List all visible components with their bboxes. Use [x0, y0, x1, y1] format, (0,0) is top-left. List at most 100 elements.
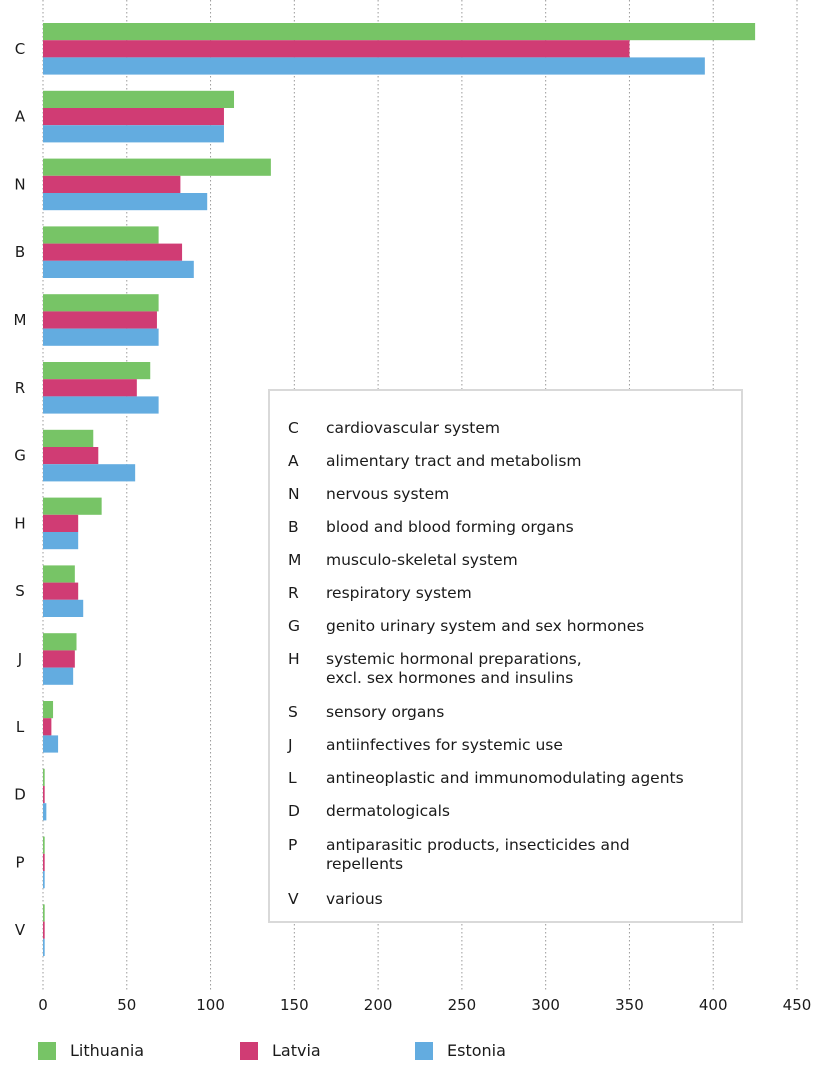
- legend-code: N: [288, 485, 300, 503]
- bar-latvia-D: [43, 786, 45, 804]
- category-label: D: [14, 786, 26, 804]
- legend-code: P: [288, 836, 298, 854]
- bar-lithuania-G: [43, 429, 94, 447]
- bar-lithuania-P: [43, 836, 45, 854]
- bar-estonia-M: [43, 328, 159, 346]
- legend-code: M: [288, 551, 302, 569]
- legend-series-name: Estonia: [447, 1041, 506, 1060]
- bar-latvia-B: [43, 243, 183, 261]
- category-label: V: [15, 921, 26, 939]
- bar-estonia-N: [43, 193, 208, 211]
- legend-description: respiratory system: [326, 584, 472, 602]
- x-tick-label: 100: [196, 996, 225, 1014]
- bar-lithuania-A: [43, 90, 235, 108]
- bar-estonia-S: [43, 599, 84, 617]
- bar-estonia-D: [43, 803, 47, 821]
- legend-code: D: [288, 802, 300, 820]
- legend-code: L: [288, 769, 297, 787]
- bar-lithuania-J: [43, 633, 77, 651]
- bar-estonia-C: [43, 57, 705, 75]
- legend-code: H: [288, 650, 300, 668]
- x-tick-label: 450: [783, 996, 812, 1014]
- legend-description: blood and blood forming organs: [326, 518, 574, 536]
- category-label: L: [16, 718, 25, 736]
- legend-code: R: [288, 584, 299, 602]
- bar-lithuania-B: [43, 226, 159, 244]
- legend-description: alimentary tract and metabolism: [326, 452, 582, 470]
- legend-swatch: [415, 1042, 433, 1060]
- category-label: N: [14, 175, 25, 193]
- category-label: J: [17, 650, 22, 668]
- bar-lithuania-S: [43, 565, 75, 583]
- x-tick-label: 350: [615, 996, 644, 1014]
- x-tick-label: 400: [699, 996, 728, 1014]
- legend-code: V: [288, 890, 299, 908]
- bar-estonia-R: [43, 396, 159, 414]
- legend-code: G: [288, 617, 301, 635]
- bar-latvia-M: [43, 311, 157, 329]
- legend-description: systemic hormonal preparations, excl. se…: [326, 650, 582, 687]
- legend-code: C: [288, 419, 299, 437]
- bar-estonia-V: [43, 938, 45, 956]
- bar-latvia-L: [43, 718, 52, 736]
- bar-estonia-B: [43, 260, 194, 278]
- bar-latvia-N: [43, 175, 181, 193]
- bar-lithuania-V: [43, 904, 45, 922]
- x-tick-label: 250: [448, 996, 477, 1014]
- bar-latvia-S: [43, 582, 79, 600]
- bar-estonia-A: [43, 125, 224, 143]
- bar-latvia-H: [43, 514, 79, 532]
- legend-description: genito urinary system and sex hormones: [326, 617, 645, 635]
- bar-estonia-L: [43, 735, 59, 753]
- legend-description: cardiovascular system: [326, 419, 500, 437]
- bar-estonia-P: [43, 871, 45, 889]
- bar-latvia-A: [43, 108, 224, 126]
- legend-description: antiinfectives for systemic use: [326, 736, 563, 754]
- legend-code: S: [288, 703, 298, 721]
- bars: [43, 23, 756, 956]
- category-label: A: [15, 108, 26, 126]
- bar-latvia-G: [43, 447, 99, 465]
- x-tick-label: 300: [531, 996, 560, 1014]
- category-labels: C A N B M R G H S J L D P V: [14, 40, 27, 939]
- x-tick-label: 0: [38, 996, 48, 1014]
- bar-estonia-J: [43, 667, 74, 685]
- legend-code: A: [288, 452, 299, 470]
- legend-series-name: Lithuania: [70, 1041, 145, 1060]
- category-label: S: [15, 582, 25, 600]
- bar-lithuania-C: [43, 23, 756, 41]
- legend-code: B: [288, 518, 299, 536]
- x-tick-label: 200: [364, 996, 393, 1014]
- legend-description: antineoplastic and immunomodulating agen…: [326, 769, 684, 787]
- bar-latvia-C: [43, 40, 630, 58]
- legend-swatch: [240, 1042, 258, 1060]
- bar-latvia-R: [43, 379, 137, 397]
- category-label: H: [14, 514, 25, 532]
- bar-lithuania-L: [43, 701, 54, 719]
- bar-lithuania-M: [43, 294, 159, 312]
- legend-description: nervous system: [326, 485, 450, 503]
- legend-description: antiparasitic products, insecticides and…: [326, 836, 630, 873]
- bar-lithuania-R: [43, 362, 151, 380]
- bar-estonia-H: [43, 532, 79, 550]
- bar-estonia-G: [43, 464, 136, 482]
- category-label: G: [14, 447, 26, 465]
- legend-swatch: [38, 1042, 56, 1060]
- x-tick-label: 50: [117, 996, 136, 1014]
- legend-description: sensory organs: [326, 703, 445, 721]
- category-label: R: [15, 379, 25, 397]
- bar-lithuania-D: [43, 768, 45, 786]
- bar-lithuania-H: [43, 497, 102, 515]
- legend-description: dermatologicals: [326, 802, 450, 820]
- legend-description: musculo-skeletal system: [326, 551, 518, 569]
- category-label: C: [15, 40, 25, 58]
- category-label: P: [15, 853, 24, 871]
- bar-latvia-J: [43, 650, 75, 668]
- category-label: M: [14, 311, 27, 329]
- legend-code: J: [288, 736, 293, 754]
- bar-latvia-V: [43, 921, 45, 939]
- x-tick-labels: 0 50 100 150 200 250 300 350 400 450: [38, 996, 811, 1014]
- legend-description: various: [326, 890, 383, 908]
- legend-series-name: Latvia: [272, 1041, 321, 1060]
